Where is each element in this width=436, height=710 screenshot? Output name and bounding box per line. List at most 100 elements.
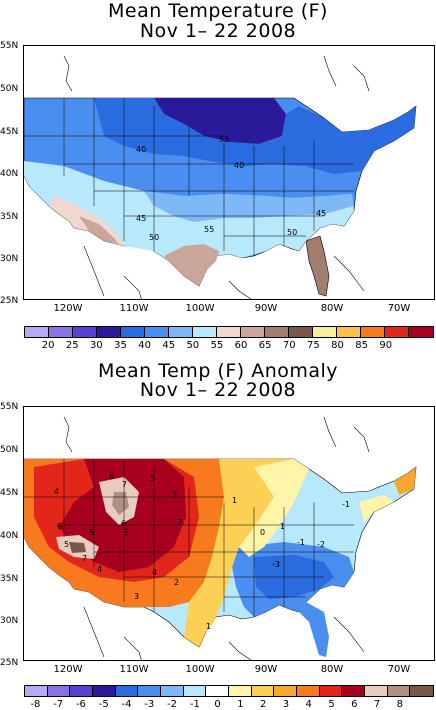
colorbar-swatch bbox=[183, 686, 207, 696]
panel1-lon-label: 110W bbox=[119, 303, 149, 314]
colorbar-label: 65 bbox=[258, 340, 272, 351]
colorbar-swatch bbox=[47, 686, 71, 696]
panel1-contour-label: 50 bbox=[287, 228, 297, 237]
panel2-region-anomaly-peak-north-core bbox=[112, 492, 129, 515]
colorbar-label: -7 bbox=[53, 699, 64, 710]
colorbar-swatch bbox=[193, 327, 217, 337]
panel1-contour-label: 40 bbox=[234, 161, 244, 170]
panel2-lat-label: 40N bbox=[0, 531, 19, 541]
panel1-lon-label: 100W bbox=[185, 303, 215, 314]
colorbar-swatch bbox=[138, 686, 162, 696]
panel2-region-transition-mild bbox=[239, 459, 309, 557]
panel2-lon-label: 100W bbox=[185, 664, 215, 675]
colorbar-swatch bbox=[251, 686, 275, 696]
panel1-title-line2: Nov 1– 22 2008 bbox=[139, 20, 297, 42]
panel2-colorbar bbox=[24, 685, 434, 697]
panel2-contour-label: 7 bbox=[122, 480, 127, 489]
colorbar-swatch bbox=[409, 327, 433, 337]
panel1-lat-label: 30N bbox=[0, 254, 19, 264]
colorbar-label: 90 bbox=[379, 340, 393, 351]
colorbar-label: -3 bbox=[144, 699, 155, 710]
panel2-lon-label: 90W bbox=[254, 664, 278, 675]
colorbar-swatch bbox=[361, 327, 385, 337]
panel2-title-line1: Mean Temp (F) Anomaly bbox=[97, 360, 339, 382]
panel1-state-borders bbox=[24, 98, 354, 256]
panel2-region-northeast-mild bbox=[359, 495, 394, 522]
colorbar-label: -5 bbox=[98, 699, 109, 710]
colorbar-label: 25 bbox=[65, 340, 79, 351]
colorbar-swatch bbox=[169, 327, 193, 337]
panel2-contour-label: 2 bbox=[177, 518, 182, 527]
panel2-contour-label: -1 bbox=[342, 500, 350, 509]
panel1-region-arizona bbox=[79, 216, 119, 244]
panel1-map: 40 55 40 45 50 55 45 50 bbox=[23, 45, 435, 300]
panel2-lon-label: 110W bbox=[119, 664, 149, 675]
panel1-colorbar bbox=[24, 326, 434, 338]
panel2-region-maine-warm bbox=[394, 467, 416, 495]
panel2-map-canvas: 4 6 7 6 5 3 6 5 2 5 5 4 7 4 3 2 1 1 1 0 … bbox=[24, 416, 417, 660]
colorbar-label: 40 bbox=[138, 340, 151, 351]
panel2-lat-label: 35N bbox=[0, 574, 19, 584]
colorbar-label: 80 bbox=[331, 340, 344, 351]
colorbar-label: 20 bbox=[41, 340, 55, 351]
panel1-contour-label: 55 bbox=[204, 225, 214, 234]
panel1-lat-label: 55N bbox=[0, 41, 19, 51]
panel1-lat-label: 25N bbox=[0, 296, 19, 306]
panel1-lon-label: 80W bbox=[320, 303, 344, 314]
panel1-region-cold bbox=[94, 98, 416, 174]
panel2-contour-label: 6 bbox=[109, 472, 114, 481]
colorbar-swatch bbox=[49, 327, 73, 337]
panel2-contour-label: 4 bbox=[54, 487, 59, 496]
colorbar-label: 55 bbox=[210, 340, 224, 351]
colorbar-swatch bbox=[115, 686, 139, 696]
panel2-lon-label: 120W bbox=[53, 664, 83, 675]
panel1-contour-label: 55 bbox=[219, 135, 229, 144]
colorbar-swatch bbox=[387, 686, 411, 696]
colorbar-swatch bbox=[206, 686, 230, 696]
colorbar-label: 5 bbox=[328, 699, 335, 710]
panel1-lat-label: 35N bbox=[0, 212, 19, 222]
colorbar-label: 45 bbox=[162, 340, 176, 351]
panel2-contour-label: 1 bbox=[232, 496, 237, 505]
colorbar-swatch bbox=[337, 327, 361, 337]
panel2-contour-label: 7 bbox=[82, 554, 87, 563]
colorbar-swatch bbox=[241, 327, 265, 337]
panel1-contour-label: 50 bbox=[149, 233, 159, 242]
colorbar-label: 60 bbox=[234, 340, 248, 351]
panel2-lat-label: 45N bbox=[0, 488, 19, 498]
colorbar-label: 4 bbox=[305, 699, 312, 710]
colorbar-swatch bbox=[25, 327, 49, 337]
panel1-region-warm bbox=[24, 161, 354, 286]
colorbar-label: 7 bbox=[373, 699, 381, 710]
colorbar-label: -4 bbox=[121, 699, 132, 710]
colorbar-swatch bbox=[217, 327, 241, 337]
panel2-contour-label: 5 bbox=[64, 540, 69, 549]
panel2-contour-label: 2 bbox=[174, 578, 179, 587]
colorbar-label: -8 bbox=[30, 699, 41, 710]
colorbar-swatch bbox=[385, 327, 409, 337]
colorbar-label: 30 bbox=[89, 340, 103, 351]
colorbar-label: 2 bbox=[259, 699, 267, 710]
panel2-contour-label: 4 bbox=[152, 568, 157, 577]
colorbar-label: 0 bbox=[214, 699, 221, 710]
colorbar-swatch bbox=[161, 686, 184, 696]
panel2-title-line2: Nov 1– 22 2008 bbox=[139, 379, 297, 401]
panel2-contour-label: 1 bbox=[280, 522, 285, 531]
panel1-region-mild bbox=[144, 191, 354, 222]
panel1-region-florida bbox=[305, 235, 330, 297]
panel2-lat-label: 25N bbox=[0, 658, 19, 668]
colorbar-label: 1 bbox=[237, 699, 244, 710]
colorbar-label: 8 bbox=[396, 699, 404, 710]
panel2-lon-label: 70W bbox=[387, 664, 411, 675]
colorbar-label: 70 bbox=[282, 340, 296, 351]
panel2-contour-label: 6 bbox=[121, 519, 126, 528]
panel2-contour-label: 5 bbox=[150, 474, 155, 483]
colorbar-swatch bbox=[265, 327, 289, 337]
panel1-lat-label: 50N bbox=[0, 84, 19, 94]
panel2-contour-label: 1 bbox=[206, 622, 211, 631]
panel1-contour-label: 40 bbox=[136, 145, 146, 154]
panel1-lon-label: 120W bbox=[53, 303, 83, 314]
panel1-map-canvas: 40 55 40 45 50 55 45 50 bbox=[24, 55, 417, 299]
colorbar-swatch bbox=[121, 327, 145, 337]
colorbar-label: -1 bbox=[189, 699, 200, 710]
